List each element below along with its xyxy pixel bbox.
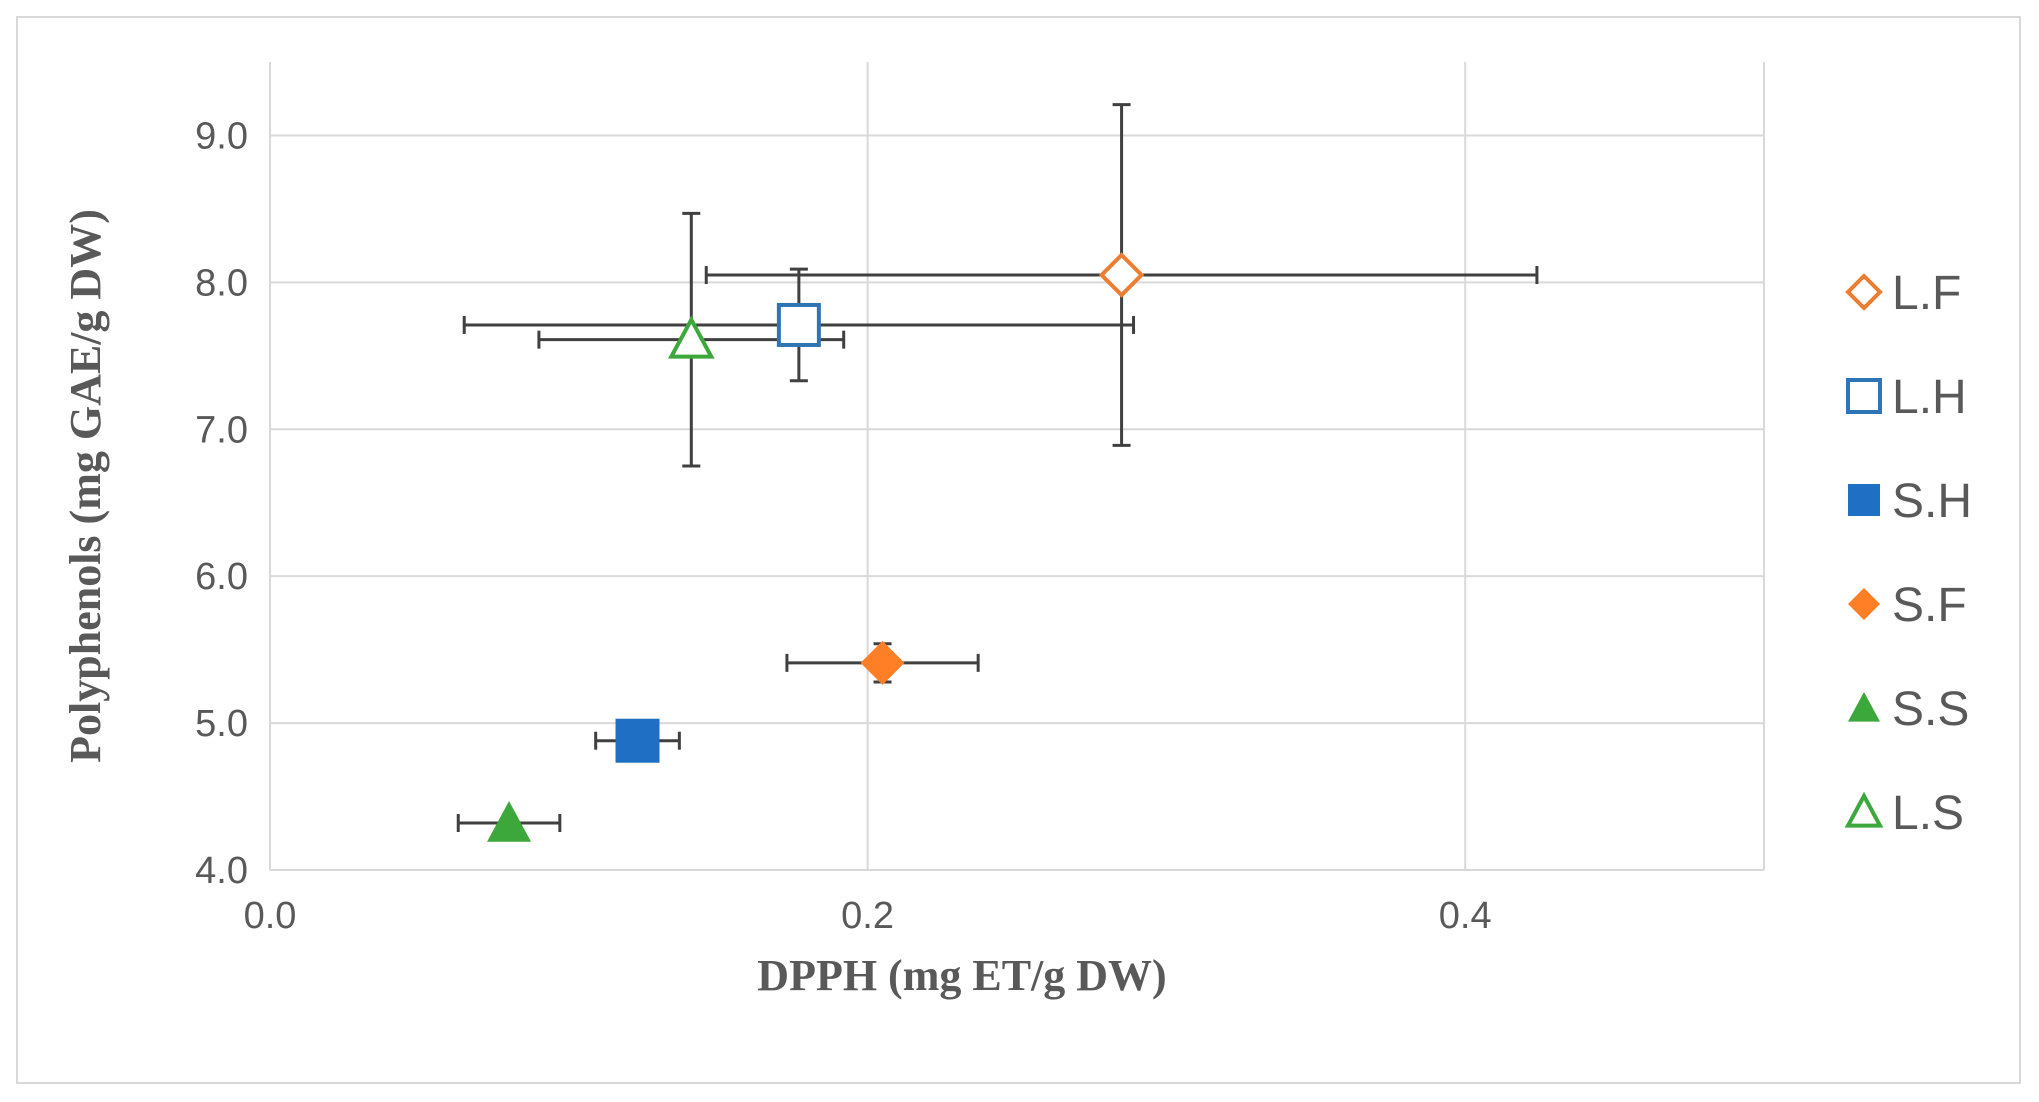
legend-label-l-s: L.S <box>1892 787 1964 840</box>
legend-marker-l-f <box>1845 273 1883 311</box>
chart-frame: 4.0 5.0 6.0 7.0 8.0 9.0 0.0 0.2 0.4 DPPH (mg ET/… <box>16 16 2021 1084</box>
gridlines <box>269 62 1765 871</box>
legend-label-s-f: S.F <box>1892 579 1967 632</box>
x-axis-title: DPPH (mg ET/g DW) <box>757 951 1166 1000</box>
legend-marker-s-h <box>1848 484 1880 516</box>
data-point-l-f <box>1098 252 1145 298</box>
legend-label-s-h: S.H <box>1892 475 1972 528</box>
legend-marker-s-f <box>1848 588 1880 620</box>
y-tick-label: 7.0 <box>195 409 248 451</box>
y-tick-label: 5.0 <box>195 703 248 745</box>
legend-marker-s-s <box>1848 692 1880 722</box>
data-points <box>487 252 1145 842</box>
data-point-s-h <box>615 718 660 763</box>
legend-label-l-f: L.F <box>1892 267 1961 320</box>
y-tick-label: 6.0 <box>195 556 248 598</box>
scatter-chart: 4.0 5.0 6.0 7.0 8.0 9.0 0.0 0.2 0.4 DPPH (mg ET/… <box>61 62 1972 1000</box>
legend-marker-l-h <box>1846 378 1882 414</box>
y-tick-label: 8.0 <box>195 262 248 304</box>
y-axis-title: Polyphenols (mg GAE/g DW) <box>61 209 110 763</box>
legend: L.F L.H S.H S.F S.S L.S <box>1844 267 1972 840</box>
legend-label-s-s: S.S <box>1892 683 1969 736</box>
legend-label-l-h: L.H <box>1892 371 1967 424</box>
x-tick-label: 0.2 <box>841 895 894 937</box>
data-point-l-s <box>667 315 715 359</box>
y-tick-label: 9.0 <box>195 115 248 157</box>
tick-labels: 4.0 5.0 6.0 7.0 8.0 9.0 0.0 0.2 0.4 <box>195 115 1491 937</box>
data-point-l-h <box>776 302 821 347</box>
data-point-s-s <box>487 800 532 842</box>
x-tick-label: 0.0 <box>244 895 297 937</box>
data-point-s-f <box>860 640 905 685</box>
x-tick-label: 0.4 <box>1439 895 1492 937</box>
legend-marker-l-s <box>1844 791 1884 828</box>
y-tick-label: 4.0 <box>195 850 248 892</box>
